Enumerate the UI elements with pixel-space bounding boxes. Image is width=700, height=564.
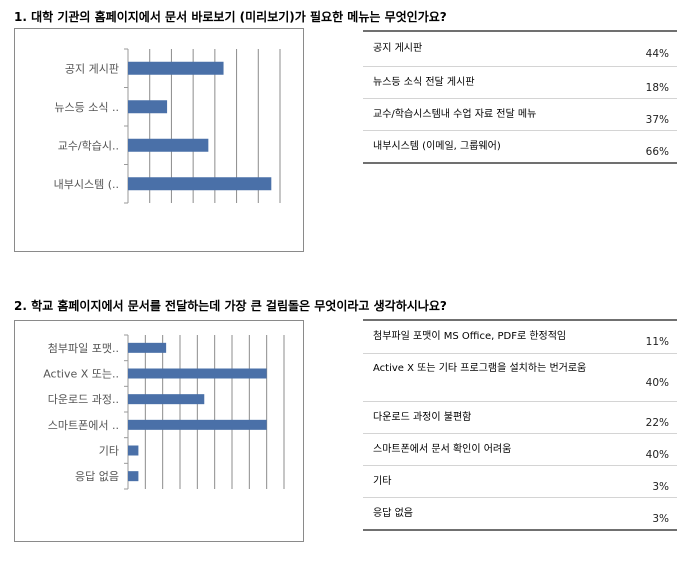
c1-bar-1: [128, 368, 267, 379]
q2-result-table: 첨부파일 포맷이 MS Office, PDF로 한정적임 11% Active X…: [363, 319, 677, 531]
q1-table-row: 교수/학습시스템내 수업 자료 전달 메뉴 37%: [363, 98, 677, 130]
q2-table-row: 응답 없음 3%: [363, 497, 677, 529]
q1-result-table: 공지 게시판 44% 뉴스등 소식 전달 게시판 18% 교수/학습시스템내 수업 자료…: [363, 30, 677, 164]
q2-row-label: Active X 또는 기타 프로그램을 설치하는 번거로움: [373, 363, 587, 374]
q2-row-percent: 40%: [645, 377, 669, 389]
q2-bar-chart: 첨부파일 포맷.. Active X 또는.. 다운로드 과정.. 스마트폰에서 ..…: [43, 334, 285, 490]
q1-row-percent: 44%: [645, 48, 669, 60]
c0-category-label-1: 뉴스등 소식 ..: [54, 101, 119, 114]
q2-row-percent: 22%: [645, 417, 669, 429]
c1-bar-0: [128, 342, 167, 353]
q2-row-label: 응답 없음: [373, 508, 413, 519]
q2-row-percent: 40%: [645, 449, 669, 461]
c0-bar-1: [128, 100, 168, 114]
c0-category-label-2: 교수/학습시..: [58, 139, 119, 152]
q2-title: 2. 학교 홈페이지에서 문서를 전달하는데 가장 큰 걸림돌은 무엇이라고 생…: [14, 299, 447, 313]
q1-row-percent: 18%: [645, 82, 669, 94]
c1-bar-4: [128, 445, 139, 456]
q2-chart: 첨부파일 포맷.. Active X 또는.. 다운로드 과정.. 스마트폰에서 ..…: [14, 320, 304, 542]
q1-row-percent: 66%: [645, 146, 669, 158]
c1-bar-3: [128, 419, 267, 430]
c1-category-label-1: Active X 또는..: [43, 368, 119, 381]
q1-row-label: 공지 게시판: [373, 43, 423, 54]
q2-row-label: 첨부파일 포맷이 MS Office, PDF로 한정적임: [373, 331, 567, 342]
c0-bar-3: [128, 177, 272, 191]
q2-row-percent: 11%: [645, 336, 669, 348]
q1-row-label: 뉴스등 소식 전달 게시판: [373, 77, 475, 88]
q2-table-row: 스마트폰에서 문서 확인이 어려움 40%: [363, 433, 677, 465]
q2-row-label: 기타: [373, 476, 392, 487]
q1-row-label: 교수/학습시스템내 수업 자료 전달 메뉴: [373, 109, 537, 120]
c0-category-label-0: 공지 게시판: [65, 62, 119, 75]
q1-row-label: 내부시스템 (이메일, 그룹웨어): [373, 141, 501, 152]
q2-row-label: 다운로드 과정이 불편함: [373, 412, 472, 423]
c1-bar-2: [128, 394, 205, 405]
c1-category-label-5: 응답 없음: [75, 470, 119, 483]
q1-table-row: 뉴스등 소식 전달 게시판 18%: [363, 66, 677, 98]
q1-table-row: 내부시스템 (이메일, 그룹웨어) 66%: [363, 130, 677, 162]
c1-category-label-4: 기타: [99, 445, 119, 458]
q2-table-row: 첨부파일 포맷이 MS Office, PDF로 한정적임 11%: [363, 321, 677, 353]
q1-title: 1. 대학 기관의 홈페이지에서 문서 바로보기 (미리보기)가 필요한 메뉴는…: [14, 10, 447, 24]
q2-row-percent: 3%: [652, 513, 669, 525]
q2-table-row: 기타 3%: [363, 465, 677, 497]
c1-category-label-2: 다운로드 과정..: [48, 393, 119, 406]
c0-bar-2: [128, 138, 209, 152]
c0-category-label-3: 내부시스템 (..: [54, 178, 119, 191]
q2-row-label: 스마트폰에서 문서 확인이 어려움: [373, 444, 512, 455]
q1-table-row: 공지 게시판 44%: [363, 32, 677, 66]
q1-row-percent: 37%: [645, 114, 669, 126]
c1-bar-5: [128, 471, 139, 482]
q2-table-row: 다운로드 과정이 불편함 22%: [363, 401, 677, 433]
c0-bar-0: [128, 61, 224, 75]
q2-row-percent: 3%: [652, 481, 669, 493]
q2-table-row: Active X 또는 기타 프로그램을 설치하는 번거로움 40%: [363, 353, 677, 401]
c1-category-label-0: 첨부파일 포맷..: [48, 341, 119, 355]
c1-category-label-3: 스마트폰에서 ..: [48, 419, 119, 432]
